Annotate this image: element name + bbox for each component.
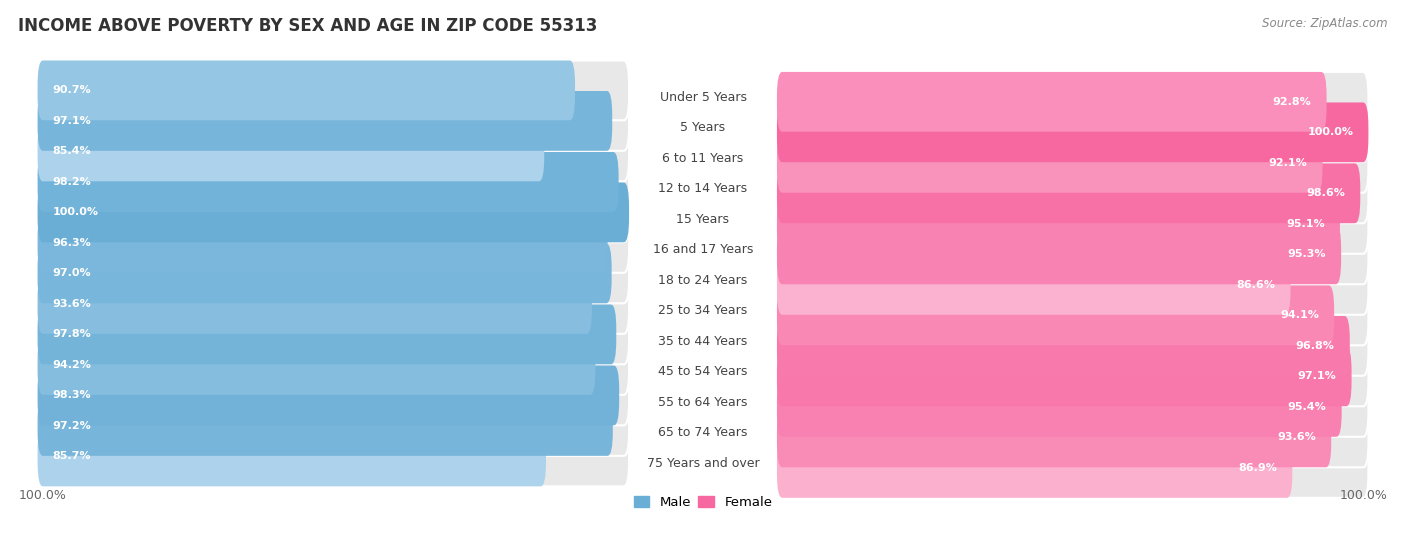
FancyBboxPatch shape — [38, 152, 619, 212]
FancyBboxPatch shape — [38, 274, 592, 334]
FancyBboxPatch shape — [38, 427, 546, 486]
Text: 90.7%: 90.7% — [53, 86, 91, 96]
FancyBboxPatch shape — [778, 377, 1368, 437]
Text: 55 to 64 Years: 55 to 64 Years — [658, 396, 748, 409]
Text: 75 Years and over: 75 Years and over — [647, 457, 759, 470]
FancyBboxPatch shape — [38, 121, 628, 181]
Text: 85.4%: 85.4% — [53, 146, 91, 157]
Text: 96.3%: 96.3% — [53, 238, 91, 248]
FancyBboxPatch shape — [38, 335, 595, 395]
Text: 16 and 17 Years: 16 and 17 Years — [652, 243, 754, 256]
Text: 25 to 34 Years: 25 to 34 Years — [658, 304, 748, 317]
Text: 93.6%: 93.6% — [1277, 433, 1316, 442]
FancyBboxPatch shape — [778, 163, 1360, 223]
FancyBboxPatch shape — [778, 438, 1368, 498]
FancyBboxPatch shape — [38, 60, 575, 120]
FancyBboxPatch shape — [38, 60, 628, 120]
Text: 97.8%: 97.8% — [53, 329, 91, 339]
Text: 94.2%: 94.2% — [53, 360, 91, 370]
Text: 92.8%: 92.8% — [1272, 97, 1312, 107]
FancyBboxPatch shape — [778, 286, 1368, 345]
Text: 100.0%: 100.0% — [53, 207, 98, 217]
Text: 18 to 24 Years: 18 to 24 Years — [658, 274, 748, 287]
FancyBboxPatch shape — [38, 366, 628, 425]
FancyBboxPatch shape — [778, 102, 1368, 162]
FancyBboxPatch shape — [38, 213, 628, 273]
FancyBboxPatch shape — [778, 194, 1340, 254]
FancyBboxPatch shape — [778, 316, 1350, 376]
Text: 96.8%: 96.8% — [1296, 341, 1334, 351]
FancyBboxPatch shape — [38, 121, 544, 181]
FancyBboxPatch shape — [38, 335, 628, 395]
FancyBboxPatch shape — [38, 183, 628, 242]
FancyBboxPatch shape — [778, 255, 1291, 315]
FancyBboxPatch shape — [38, 244, 628, 304]
FancyBboxPatch shape — [778, 102, 1368, 162]
Text: Under 5 Years: Under 5 Years — [659, 91, 747, 103]
FancyBboxPatch shape — [38, 274, 628, 334]
Text: 97.1%: 97.1% — [1298, 371, 1336, 381]
Text: 98.2%: 98.2% — [53, 177, 91, 187]
FancyBboxPatch shape — [778, 194, 1368, 254]
Text: Source: ZipAtlas.com: Source: ZipAtlas.com — [1263, 17, 1388, 30]
FancyBboxPatch shape — [778, 163, 1368, 223]
FancyBboxPatch shape — [38, 305, 616, 364]
Text: 85.7%: 85.7% — [53, 452, 91, 461]
FancyBboxPatch shape — [778, 408, 1368, 467]
Text: 45 to 54 Years: 45 to 54 Years — [658, 365, 748, 378]
FancyBboxPatch shape — [38, 244, 612, 304]
FancyBboxPatch shape — [38, 427, 628, 486]
FancyBboxPatch shape — [778, 347, 1351, 406]
Text: 98.6%: 98.6% — [1306, 188, 1346, 198]
FancyBboxPatch shape — [778, 72, 1327, 132]
Legend: Male, Female: Male, Female — [628, 490, 778, 514]
Text: 97.2%: 97.2% — [53, 421, 91, 431]
Text: INCOME ABOVE POVERTY BY SEX AND AGE IN ZIP CODE 55313: INCOME ABOVE POVERTY BY SEX AND AGE IN Z… — [18, 17, 598, 35]
FancyBboxPatch shape — [778, 255, 1368, 315]
Text: 95.3%: 95.3% — [1288, 249, 1326, 259]
Text: 86.9%: 86.9% — [1239, 463, 1277, 473]
Text: 86.6%: 86.6% — [1236, 280, 1275, 290]
FancyBboxPatch shape — [38, 152, 628, 212]
Text: 6 to 11 Years: 6 to 11 Years — [662, 151, 744, 164]
FancyBboxPatch shape — [38, 183, 628, 242]
FancyBboxPatch shape — [778, 408, 1331, 467]
FancyBboxPatch shape — [778, 286, 1334, 345]
FancyBboxPatch shape — [778, 225, 1341, 285]
FancyBboxPatch shape — [38, 91, 628, 151]
Text: 65 to 74 Years: 65 to 74 Years — [658, 426, 748, 439]
Text: 97.1%: 97.1% — [53, 116, 91, 126]
Text: 98.3%: 98.3% — [53, 390, 91, 400]
FancyBboxPatch shape — [778, 72, 1368, 132]
Text: 97.0%: 97.0% — [53, 268, 91, 278]
Text: 5 Years: 5 Years — [681, 121, 725, 134]
Text: 35 to 44 Years: 35 to 44 Years — [658, 335, 748, 348]
FancyBboxPatch shape — [778, 347, 1368, 406]
FancyBboxPatch shape — [778, 377, 1341, 437]
Text: 100.0%: 100.0% — [1308, 127, 1353, 138]
Text: 92.1%: 92.1% — [1268, 158, 1308, 168]
FancyBboxPatch shape — [778, 133, 1323, 193]
FancyBboxPatch shape — [38, 366, 619, 425]
FancyBboxPatch shape — [38, 396, 613, 456]
FancyBboxPatch shape — [38, 305, 628, 364]
FancyBboxPatch shape — [38, 213, 607, 273]
FancyBboxPatch shape — [778, 225, 1368, 285]
FancyBboxPatch shape — [778, 133, 1368, 193]
Text: 94.1%: 94.1% — [1279, 310, 1319, 320]
Text: 95.1%: 95.1% — [1286, 219, 1324, 229]
Text: 15 Years: 15 Years — [676, 212, 730, 226]
FancyBboxPatch shape — [778, 438, 1292, 498]
Text: 12 to 14 Years: 12 to 14 Years — [658, 182, 748, 195]
Text: 95.4%: 95.4% — [1288, 402, 1326, 412]
Text: 93.6%: 93.6% — [53, 299, 91, 309]
FancyBboxPatch shape — [38, 396, 628, 456]
FancyBboxPatch shape — [38, 91, 612, 151]
FancyBboxPatch shape — [778, 316, 1368, 376]
